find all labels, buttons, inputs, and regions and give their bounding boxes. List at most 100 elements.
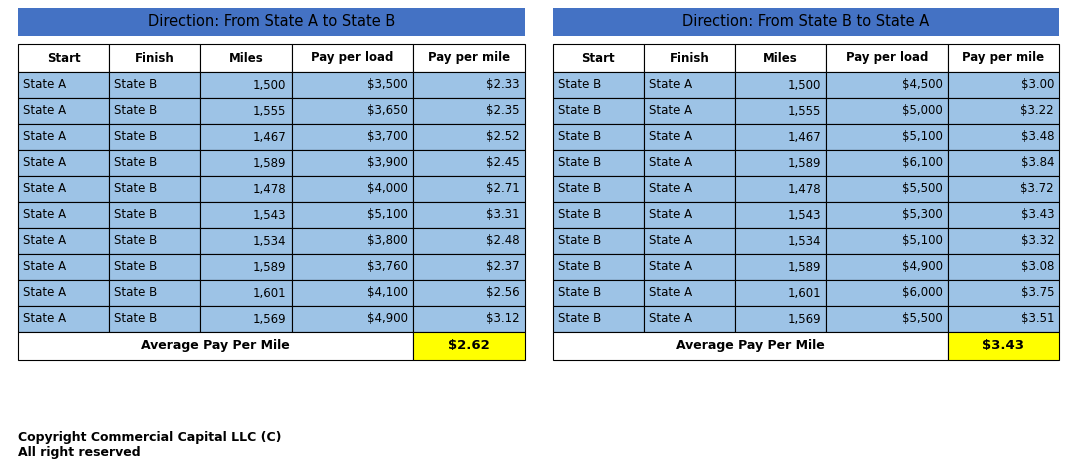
Text: $4,900: $4,900 — [901, 260, 942, 274]
Text: 1,500: 1,500 — [787, 79, 821, 91]
Text: 1,543: 1,543 — [787, 208, 821, 221]
Bar — [18, 124, 109, 150]
Text: 1,569: 1,569 — [253, 313, 286, 326]
Bar — [200, 202, 292, 228]
Text: $4,000: $4,000 — [367, 182, 408, 196]
Bar — [948, 332, 1059, 360]
Bar — [553, 72, 644, 98]
Text: $4,100: $4,100 — [367, 287, 408, 299]
Bar — [948, 228, 1059, 254]
Text: Pay per load: Pay per load — [311, 51, 393, 65]
Text: $3.31: $3.31 — [486, 208, 519, 221]
Bar — [18, 72, 109, 98]
Text: 1,589: 1,589 — [253, 157, 286, 169]
Text: State A: State A — [648, 313, 691, 326]
Bar — [292, 306, 414, 332]
Text: State A: State A — [648, 130, 691, 143]
Text: State A: State A — [648, 287, 691, 299]
Bar — [948, 150, 1059, 176]
Bar — [735, 124, 826, 150]
Bar — [735, 254, 826, 280]
Text: State A: State A — [23, 208, 66, 221]
Bar — [109, 280, 200, 306]
Bar — [826, 44, 948, 72]
Text: State B: State B — [114, 208, 157, 221]
Text: $3.75: $3.75 — [1021, 287, 1054, 299]
Bar — [109, 98, 200, 124]
Bar — [18, 254, 109, 280]
Bar — [644, 124, 735, 150]
Bar — [292, 228, 414, 254]
Text: $3,700: $3,700 — [367, 130, 408, 143]
Text: 1,589: 1,589 — [253, 260, 286, 274]
Bar — [18, 176, 109, 202]
Bar — [292, 202, 414, 228]
Bar — [553, 280, 644, 306]
Bar — [414, 280, 524, 306]
Text: State B: State B — [114, 157, 157, 169]
Bar — [292, 98, 414, 124]
Text: 1,467: 1,467 — [787, 130, 821, 143]
Bar — [735, 44, 826, 72]
Bar — [826, 202, 948, 228]
Bar — [414, 202, 524, 228]
Text: State B: State B — [558, 235, 601, 248]
Text: $3,650: $3,650 — [367, 105, 408, 118]
Text: State A: State A — [648, 260, 691, 274]
Text: State A: State A — [23, 182, 66, 196]
Text: Average Pay Per Mile: Average Pay Per Mile — [675, 339, 824, 353]
Bar — [109, 124, 200, 150]
Text: State B: State B — [558, 182, 601, 196]
Text: Pay per mile: Pay per mile — [962, 51, 1045, 65]
Text: $3.08: $3.08 — [1021, 260, 1054, 274]
Bar — [414, 150, 524, 176]
Bar — [644, 176, 735, 202]
Bar — [735, 306, 826, 332]
Text: State B: State B — [558, 208, 601, 221]
Bar — [735, 72, 826, 98]
Bar — [553, 228, 644, 254]
Bar — [644, 280, 735, 306]
Text: State A: State A — [648, 182, 691, 196]
Bar — [109, 202, 200, 228]
Text: $5,500: $5,500 — [901, 182, 942, 196]
Text: Copyright Commercial Capital LLC (C)
All right reserved: Copyright Commercial Capital LLC (C) All… — [18, 431, 281, 459]
Text: Pay per load: Pay per load — [845, 51, 928, 65]
Bar — [948, 306, 1059, 332]
Text: $2.52: $2.52 — [486, 130, 519, 143]
Bar — [414, 332, 524, 360]
Bar — [18, 202, 109, 228]
Bar — [109, 44, 200, 72]
Bar — [948, 202, 1059, 228]
Bar — [18, 332, 414, 360]
Bar — [644, 202, 735, 228]
Bar — [200, 150, 292, 176]
Text: $5,500: $5,500 — [901, 313, 942, 326]
Bar — [200, 306, 292, 332]
Text: Miles: Miles — [228, 51, 263, 65]
Bar — [948, 44, 1059, 72]
Text: $2.35: $2.35 — [486, 105, 519, 118]
Bar — [553, 332, 948, 360]
Text: State A: State A — [23, 130, 66, 143]
Bar — [200, 228, 292, 254]
Bar — [109, 254, 200, 280]
Bar — [553, 124, 644, 150]
Text: $3,800: $3,800 — [367, 235, 408, 248]
Bar — [553, 44, 644, 72]
Bar — [18, 150, 109, 176]
Bar — [553, 8, 1059, 36]
Bar — [553, 98, 644, 124]
Bar — [553, 254, 644, 280]
Bar — [644, 98, 735, 124]
Bar — [292, 150, 414, 176]
Text: State A: State A — [23, 79, 66, 91]
Text: 1,543: 1,543 — [253, 208, 286, 221]
Bar — [735, 202, 826, 228]
Text: $2.71: $2.71 — [486, 182, 519, 196]
Bar — [200, 280, 292, 306]
Text: State B: State B — [114, 260, 157, 274]
Bar — [414, 72, 524, 98]
Text: State B: State B — [558, 130, 601, 143]
Bar — [200, 44, 292, 72]
